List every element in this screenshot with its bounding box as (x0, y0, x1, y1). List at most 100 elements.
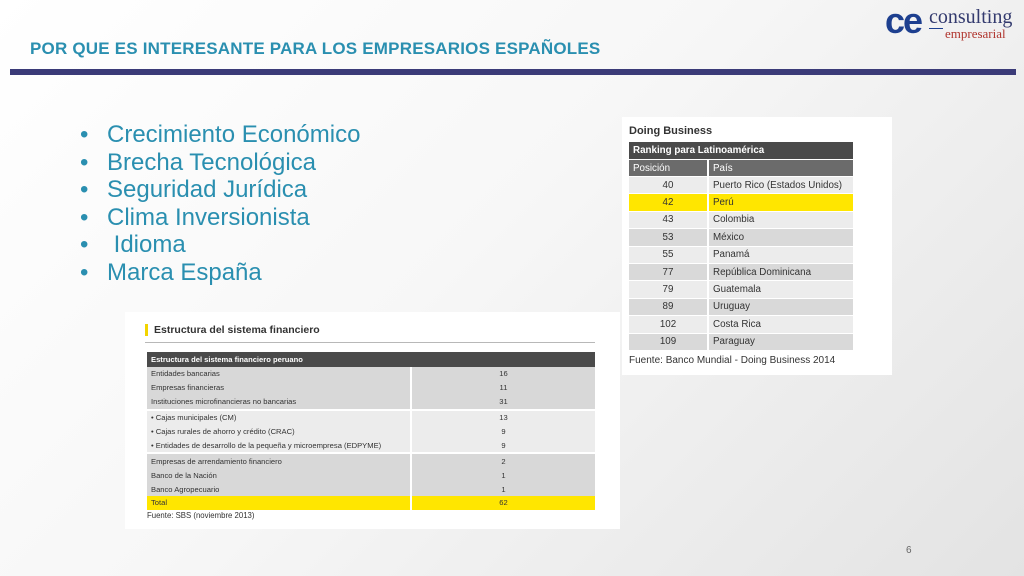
rank-country: República Dominicana (707, 262, 853, 281)
row-value: 62 (410, 496, 595, 510)
bullet-icon: • (80, 148, 89, 176)
row-value: 13 (410, 408, 595, 425)
financial-title-rule (145, 342, 595, 343)
row-value: 1 (410, 482, 595, 497)
slide-title: POR QUE ES INTERESANTE PARA LOS EMPRESAR… (30, 39, 601, 58)
bullet-icon: • (80, 121, 89, 148)
rank-country: Paraguay (707, 332, 853, 350)
rank-position: 89 (629, 297, 708, 316)
rank-country: Guatemala (707, 280, 853, 299)
financial-system-table-image: Estructura del sistema financiero Estruc… (125, 312, 620, 529)
column-header-country: País (707, 159, 853, 177)
column-header-position: Posición (629, 159, 708, 177)
rank-country: Colombia (707, 210, 853, 229)
bullet-text: Crecimiento Económico (107, 121, 361, 148)
table-row: Empresas financieras 11 (147, 380, 595, 395)
highlighted-row: 42 Perú (629, 193, 853, 212)
table-row: 77 República Dominicana (629, 262, 853, 281)
table-row: • Cajas rurales de ahorro y crédito (CRA… (147, 424, 595, 439)
table-row: 53 México (629, 228, 853, 247)
total-row: Total 62 (147, 496, 595, 510)
table-row: 109 Paraguay (629, 332, 853, 350)
table-row: Instituciones microfinancieras no bancar… (147, 394, 595, 410)
bullet-item: • Crecimiento Económico (80, 121, 360, 149)
doing-business-table: Ranking para Latinoamérica Posición País… (629, 142, 853, 350)
rank-position: 79 (629, 280, 708, 299)
table-row: 43 Colombia (629, 210, 853, 229)
table-row: Banco Agropecuario 1 (147, 482, 595, 497)
bullet-icon: • (80, 231, 89, 258)
doing-business-table-image: Doing Business Ranking para Latinoaméric… (622, 117, 892, 375)
bullet-icon: • (80, 176, 89, 203)
row-label: Entidades bancarias (147, 367, 411, 381)
rank-position: 102 (629, 315, 708, 334)
financial-table: Estructura del sistema financiero peruan… (147, 352, 595, 510)
row-label: Banco de la Nación (147, 468, 411, 483)
bullet-text: Idioma (107, 231, 186, 258)
row-label: Total (147, 496, 411, 510)
table-row: Banco de la Nación 1 (147, 468, 595, 483)
rank-country: Uruguay (707, 297, 853, 316)
row-value: 9 (410, 438, 595, 454)
rank-position: 109 (629, 332, 708, 350)
row-label: • Cajas municipales (CM) (147, 408, 411, 425)
logo-word-empresarial: empresarial (945, 26, 1006, 41)
table-row: 55 Panamá (629, 245, 853, 264)
bullet-text: Brecha Tecnológica (107, 148, 317, 176)
doing-business-source: Fuente: Banco Mundial - Doing Business 2… (629, 355, 836, 366)
financial-table-title: Estructura del sistema financiero (145, 324, 320, 336)
row-value: 2 (410, 452, 595, 469)
rank-country: México (707, 228, 853, 247)
rank-country: Perú (707, 193, 853, 212)
row-value: 1 (410, 468, 595, 483)
logo-word-consulting: consulting (929, 6, 1013, 28)
table-row: • Cajas municipales (CM) 13 (147, 408, 595, 425)
bullet-text: Marca España (107, 258, 262, 286)
row-label: • Cajas rurales de ahorro y crédito (CRA… (147, 424, 411, 439)
rank-position: 40 (629, 175, 708, 194)
row-label: Empresas de arrendamiento financiero (147, 452, 411, 469)
table-row: • Entidades de desarrollo de la pequeña … (147, 438, 595, 454)
logo-divider (929, 28, 943, 29)
table-row: 40 Puerto Rico (Estados Unidos) (629, 175, 853, 194)
ranking-header: Ranking para Latinoamérica (629, 142, 853, 160)
rank-country: Panamá (707, 245, 853, 264)
bullet-item: • Brecha Tecnológica (80, 149, 360, 177)
rank-country: Puerto Rico (Estados Unidos) (707, 175, 853, 194)
bullet-text: Seguridad Jurídica (107, 176, 308, 203)
page-number: 6 (906, 545, 912, 556)
bullet-item: • Idioma (80, 231, 360, 259)
table-row: 79 Guatemala (629, 280, 853, 299)
table-row: 89 Uruguay (629, 297, 853, 316)
rank-position: 42 (629, 193, 708, 212)
rank-country: Costa Rica (707, 315, 853, 334)
rank-position: 43 (629, 210, 708, 229)
table-row: 102 Costa Rica (629, 315, 853, 334)
row-label: • Entidades de desarrollo de la pequeña … (147, 438, 411, 454)
rank-position: 77 (629, 262, 708, 281)
row-label: Empresas financieras (147, 380, 411, 395)
row-value: 31 (410, 394, 595, 410)
financial-table-header: Estructura del sistema financiero peruan… (147, 352, 595, 367)
rank-position: 55 (629, 245, 708, 264)
ce-consulting-logo: ce consulting empresarial (885, 0, 1017, 42)
rank-position: 53 (629, 228, 708, 247)
table-row: Empresas de arrendamiento financiero 2 (147, 452, 595, 469)
bullet-text: Clima Inversionista (107, 203, 310, 231)
bullet-icon: • (80, 203, 89, 231)
logo-mark: ce (885, 0, 923, 41)
bullet-icon: • (80, 258, 89, 286)
row-value: 9 (410, 424, 595, 439)
bullet-item: • Marca España (80, 259, 360, 287)
row-label: Instituciones microfinancieras no bancar… (147, 394, 411, 410)
bullet-item: • Clima Inversionista (80, 204, 360, 232)
row-value: 16 (410, 367, 595, 381)
row-value: 11 (410, 380, 595, 395)
financial-table-source: Fuente: SBS (noviembre 2013) (147, 511, 255, 520)
row-label: Banco Agropecuario (147, 482, 411, 497)
table-row: Entidades bancarias 16 (147, 367, 595, 381)
doing-business-title: Doing Business (629, 125, 713, 137)
title-divider (10, 69, 1016, 75)
bullet-list: • Crecimiento Económico • Brecha Tecnológi… (80, 121, 360, 286)
bullet-item: • Seguridad Jurídica (80, 176, 360, 204)
